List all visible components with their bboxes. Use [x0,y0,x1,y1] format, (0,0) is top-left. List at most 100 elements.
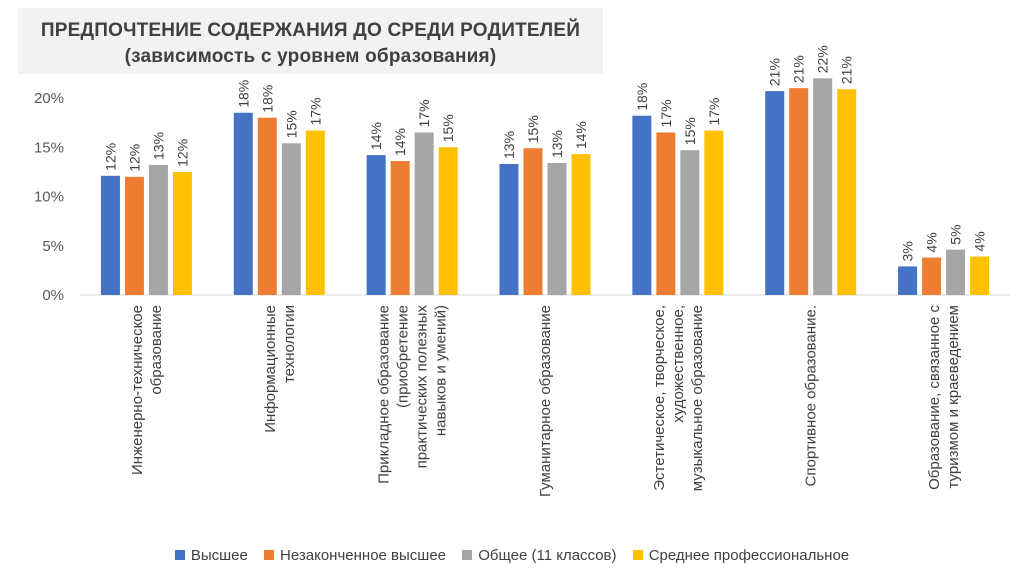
category-label-line: (приобретение [395,305,412,408]
data-label: 14% [573,121,589,149]
bar [704,130,724,295]
category-label-line: Эстетическое, творческое, [651,305,668,491]
data-label: 13% [549,130,565,158]
bar [765,91,785,295]
category-label: Инженерно-техническое образование [129,305,165,475]
category-label: Прикладное образование (приобретение практ… [376,305,450,484]
legend-item-2: Общее (11 классов) [462,547,617,564]
chart-subtitle: (зависимость с уровнем образования) [124,46,497,67]
bar [148,164,168,295]
bar [946,249,966,295]
data-label: 21% [767,58,783,86]
bar [837,89,857,295]
data-label: 14% [368,122,384,150]
bar [656,132,676,295]
category-label-line: навыков и умений) [433,305,450,436]
chart-title-box: ПРЕДПОЧТЕНИЕ СОДЕРЖАНИЯ ДО СРЕДИ РОДИТЕЛ… [18,8,603,74]
data-label: 3% [900,241,916,261]
data-label: 5% [948,224,964,244]
legend-swatch-0 [174,550,185,560]
chart-title: ПРЕДПОЧТЕНИЕ СОДЕРЖАНИЯ ДО СРЕДИ РОДИТЕЛ… [40,20,581,41]
legend-label-3: Среднее профессиональное [648,547,850,564]
category-label: Гуманитарное образование [537,305,554,497]
data-label: 21% [791,55,807,83]
legend-item-1: Незаконченное высшее [264,547,446,564]
category-label: Образование, связанное с туризмом и краев… [926,305,962,490]
data-label: 4% [972,231,988,251]
legend: Высшее Незаконченное высшее Общее (11 кл… [0,547,1024,564]
data-label: 13% [501,131,517,159]
data-label: 15% [682,117,698,145]
bar [632,115,652,295]
bar [257,117,277,295]
y-tick-label: 5% [42,238,64,255]
bar [390,161,410,295]
data-label: 4% [924,232,940,252]
bar [922,257,942,295]
bar [813,78,833,295]
data-label: 17% [416,99,432,127]
data-label: 22% [815,45,831,73]
y-tick-label: 20% [34,90,64,107]
category-label-line: художественное, [670,305,687,423]
legend-swatch-3 [632,550,643,560]
category-label-line: Образование, связанное с [926,305,943,490]
category-label-line: туризмом и краеведением [945,305,962,488]
data-label: 13% [150,132,166,160]
y-tick-label: 10% [34,189,64,206]
bar [305,130,325,295]
bar [571,154,591,295]
data-label: 21% [839,56,855,84]
bar [172,171,192,295]
data-label: 14% [392,128,408,156]
category-label-line: образование [148,305,165,395]
data-label: 17% [706,97,722,125]
legend-label-0: Высшее [190,547,248,564]
category-label-line: Информационные [262,305,279,433]
legend-label-2: Общее (11 классов) [478,547,617,564]
category-label: Информационные технологии [262,305,298,433]
bar [414,132,434,295]
bar [366,155,386,295]
y-tick-label: 15% [34,139,64,156]
data-label: 18% [259,85,275,113]
bar [547,163,567,295]
bar [100,175,120,295]
bar [680,150,700,295]
category-label-line: Прикладное образование [376,305,393,484]
bar [233,112,253,296]
category-label: Эстетическое, творческое, художественное,… [651,305,706,491]
bar [523,148,543,295]
category-label-line: практических полезных [414,305,431,469]
bar [281,143,301,295]
category-label-line: технологии [281,305,298,383]
data-label: 12% [174,139,190,167]
data-label: 15% [283,110,299,138]
legend-label-1: Незаконченное высшее [280,547,447,564]
legend-swatch-1 [264,550,275,560]
data-label: 12% [126,144,142,172]
data-label: 15% [525,115,541,143]
legend-item-0: Высшее [174,547,248,564]
data-label: 15% [440,114,456,142]
data-label: 18% [634,83,650,111]
category-label-line: музыкальное образование [689,305,706,491]
data-label: 18% [235,80,251,108]
category-label: Спортивное образование. [803,305,820,486]
y-tick-label: 0% [42,287,64,304]
bar [438,147,458,295]
data-label: 17% [307,97,323,125]
data-label: 12% [102,143,118,171]
legend-swatch-2 [462,550,473,560]
bar [970,256,990,295]
bar [898,266,918,295]
bar [499,163,519,295]
bar [124,176,144,295]
data-label: 17% [658,99,674,127]
bar [789,88,809,296]
legend-item-3: Среднее профессиональное [632,547,850,564]
category-label-line: Спортивное образование. [803,305,820,486]
category-label-line: Гуманитарное образование [537,305,554,497]
category-label-line: Инженерно-техническое [129,305,146,475]
